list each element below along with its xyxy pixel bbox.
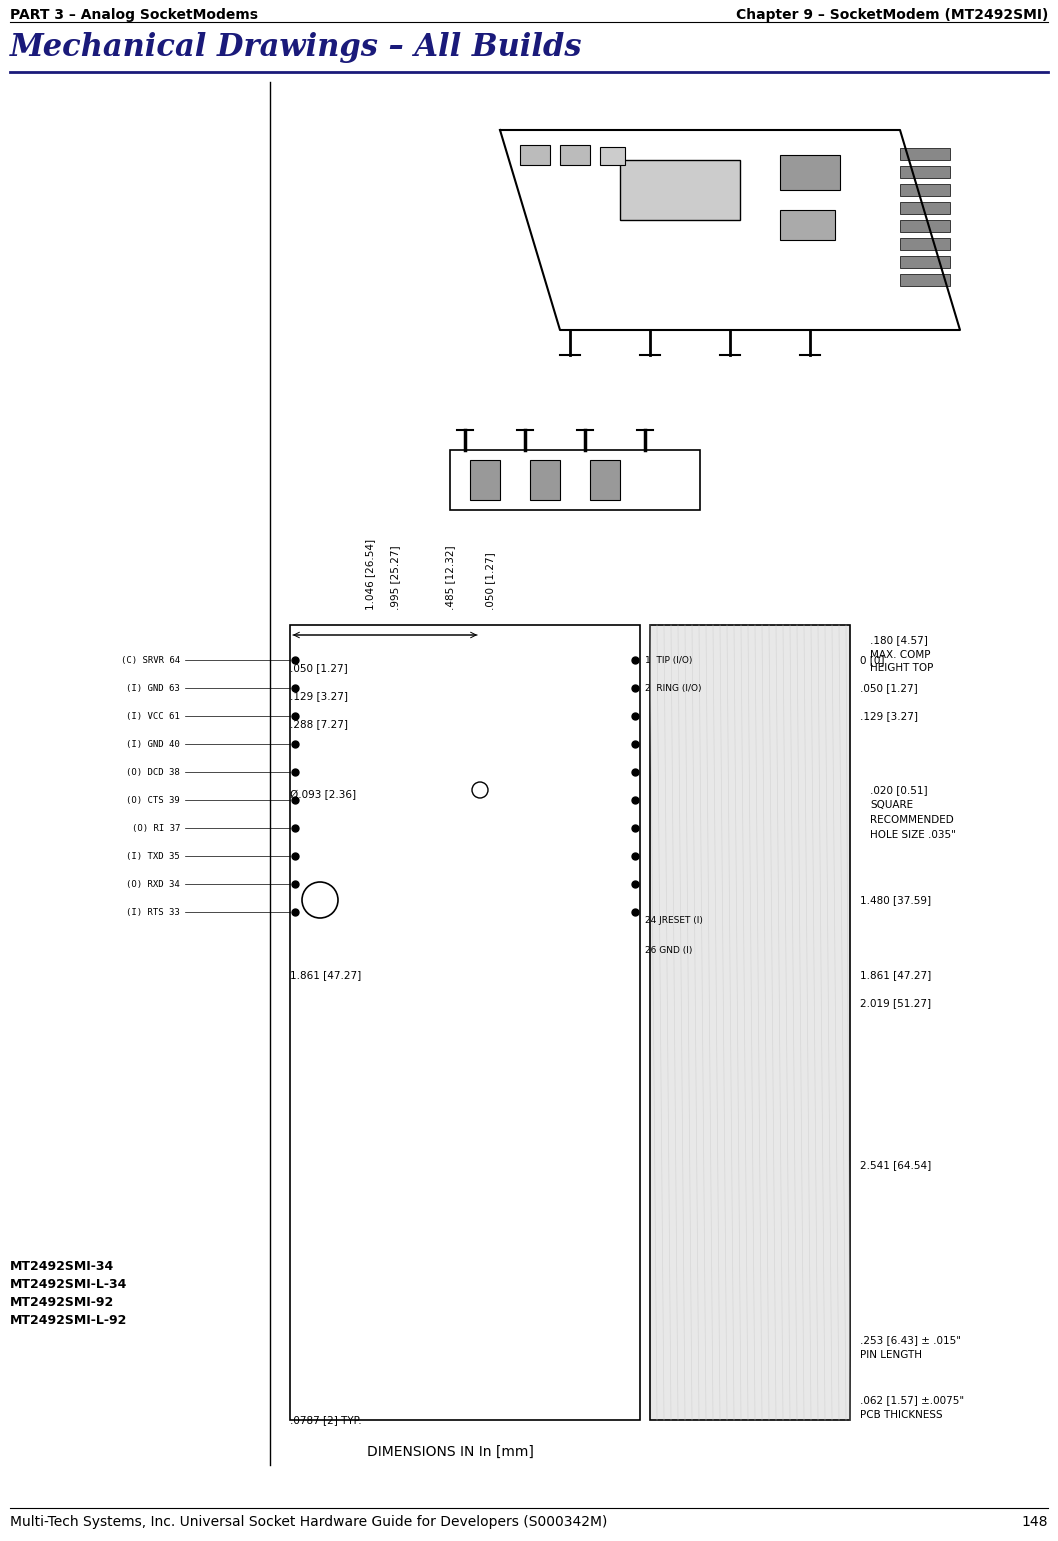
Text: 0 [0]: 0 [0] <box>860 655 884 666</box>
Text: (O) CTS 39: (O) CTS 39 <box>126 795 180 804</box>
Bar <box>780 210 835 240</box>
Text: .485 [12.32]: .485 [12.32] <box>445 546 455 610</box>
Bar <box>590 461 620 499</box>
Text: .062 [1.57] ±.0075": .062 [1.57] ±.0075" <box>860 1395 964 1405</box>
Text: RECOMMENDED: RECOMMENDED <box>870 815 953 824</box>
Text: .050 [1.27]: .050 [1.27] <box>290 663 348 673</box>
Bar <box>620 160 740 220</box>
Bar <box>600 146 625 165</box>
Text: .288 [7.27]: .288 [7.27] <box>290 720 348 729</box>
Bar <box>900 166 950 179</box>
Text: HEIGHT TOP: HEIGHT TOP <box>870 663 933 673</box>
Text: 26 GND (I): 26 GND (I) <box>645 946 692 954</box>
Text: 2.019 [51.27]: 2.019 [51.27] <box>860 999 931 1008</box>
Text: Mechanical Drawings – All Builds: Mechanical Drawings – All Builds <box>10 32 583 63</box>
Text: (I) VCC 61: (I) VCC 61 <box>126 712 180 721</box>
Text: (I) RTS 33: (I) RTS 33 <box>126 908 180 917</box>
Text: (O) RI 37: (O) RI 37 <box>131 823 180 832</box>
Text: 1.861 [47.27]: 1.861 [47.27] <box>290 969 361 980</box>
Text: .050 [1.27]: .050 [1.27] <box>860 683 917 693</box>
Bar <box>470 461 500 499</box>
Text: PART 3 – Analog SocketModems: PART 3 – Analog SocketModems <box>10 8 258 22</box>
Text: 2.541 [64.54]: 2.541 [64.54] <box>860 1160 931 1170</box>
Bar <box>900 202 950 214</box>
Text: (I) GND 63: (I) GND 63 <box>126 684 180 692</box>
Text: Chapter 9 – SocketModem (MT2492SMI): Chapter 9 – SocketModem (MT2492SMI) <box>735 8 1048 22</box>
Text: PIN LENGTH: PIN LENGTH <box>860 1350 922 1361</box>
Bar <box>900 274 950 287</box>
Bar <box>290 626 640 1419</box>
Text: .050 [1.27]: .050 [1.27] <box>485 552 495 610</box>
Bar <box>900 148 950 160</box>
Text: (O) DCD 38: (O) DCD 38 <box>126 767 180 777</box>
Bar <box>560 145 590 165</box>
Text: .0787 [2] TYP.: .0787 [2] TYP. <box>290 1415 362 1425</box>
Bar <box>450 450 700 510</box>
Text: .995 [25.27]: .995 [25.27] <box>390 546 400 610</box>
Bar <box>530 461 560 499</box>
Bar <box>900 183 950 196</box>
Text: .129 [3.27]: .129 [3.27] <box>860 710 918 721</box>
Text: .180 [4.57]: .180 [4.57] <box>870 635 928 646</box>
Text: MT2492SMI-92: MT2492SMI-92 <box>10 1296 114 1308</box>
Text: PCB THICKNESS: PCB THICKNESS <box>860 1410 943 1419</box>
Text: (O) RXD 34: (O) RXD 34 <box>126 880 180 889</box>
Text: 1.046 [26.54]: 1.046 [26.54] <box>365 539 375 610</box>
Bar <box>900 237 950 250</box>
Text: 2  RING (I/O): 2 RING (I/O) <box>645 684 701 692</box>
Text: MT2492SMI-L-92: MT2492SMI-L-92 <box>10 1314 127 1327</box>
Bar <box>900 220 950 233</box>
Text: .020 [0.51]: .020 [0.51] <box>870 784 928 795</box>
Text: (I) TXD 35: (I) TXD 35 <box>126 852 180 860</box>
Text: HOLE SIZE .035": HOLE SIZE .035" <box>870 831 955 840</box>
Bar <box>519 145 550 165</box>
Text: 1  TIP (I/O): 1 TIP (I/O) <box>645 655 692 664</box>
Text: 24 JRESET (I): 24 JRESET (I) <box>645 915 703 925</box>
Text: DIMENSIONS IN In [mm]: DIMENSIONS IN In [mm] <box>366 1445 533 1459</box>
Text: (I) GND 40: (I) GND 40 <box>126 740 180 749</box>
Text: SQUARE: SQUARE <box>870 800 913 811</box>
Text: Ø.093 [2.36]: Ø.093 [2.36] <box>290 791 357 800</box>
Text: 1.480 [37.59]: 1.480 [37.59] <box>860 895 931 905</box>
Text: (C) SRVR 64: (C) SRVR 64 <box>121 655 180 664</box>
Bar <box>780 156 840 190</box>
Text: MT2492SMI-L-34: MT2492SMI-L-34 <box>10 1277 127 1291</box>
Text: .129 [3.27]: .129 [3.27] <box>290 690 348 701</box>
Text: Multi-Tech Systems, Inc. Universal Socket Hardware Guide for Developers (S000342: Multi-Tech Systems, Inc. Universal Socke… <box>10 1515 607 1529</box>
Text: MT2492SMI-34: MT2492SMI-34 <box>10 1261 114 1273</box>
Bar <box>650 626 850 1419</box>
Text: MAX. COMP: MAX. COMP <box>870 650 930 660</box>
Text: .253 [6.43] ± .015": .253 [6.43] ± .015" <box>860 1335 961 1345</box>
Bar <box>900 256 950 268</box>
Text: 1.861 [47.27]: 1.861 [47.27] <box>860 969 931 980</box>
Text: 148: 148 <box>1022 1515 1048 1529</box>
